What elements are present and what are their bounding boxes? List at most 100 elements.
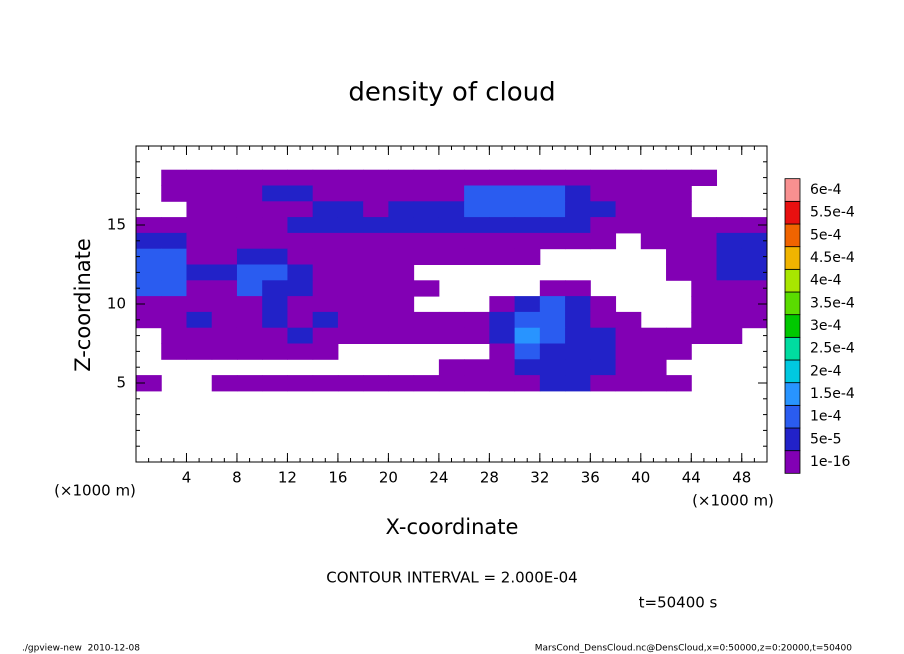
cell bbox=[590, 185, 617, 202]
cell bbox=[565, 359, 591, 376]
cell bbox=[312, 201, 339, 218]
cell bbox=[539, 232, 566, 250]
cell bbox=[464, 359, 490, 376]
x-unit: (×1000 m) bbox=[692, 492, 774, 510]
cell bbox=[236, 185, 263, 202]
cell bbox=[489, 327, 516, 344]
cell bbox=[236, 311, 263, 329]
x-tick-label: 28 bbox=[480, 469, 499, 487]
x-tick-label: 4 bbox=[182, 469, 192, 487]
cell bbox=[691, 311, 718, 329]
cell bbox=[211, 296, 238, 313]
cell bbox=[211, 169, 238, 186]
cell bbox=[363, 264, 389, 281]
colorbar-box bbox=[784, 427, 801, 452]
cell bbox=[388, 280, 415, 297]
cell bbox=[388, 296, 415, 313]
cell bbox=[363, 296, 389, 313]
cell bbox=[363, 232, 389, 250]
cell bbox=[615, 375, 642, 392]
cell bbox=[590, 311, 617, 329]
cell bbox=[539, 359, 566, 376]
cell bbox=[136, 311, 162, 329]
cell bbox=[539, 185, 566, 202]
x-tick-label: 12 bbox=[278, 469, 297, 487]
cell bbox=[666, 264, 692, 281]
cell bbox=[337, 280, 364, 297]
cell bbox=[363, 248, 389, 265]
cell bbox=[287, 296, 314, 313]
cell bbox=[565, 375, 591, 392]
cell bbox=[514, 311, 541, 329]
cell bbox=[716, 280, 743, 297]
cell bbox=[514, 217, 541, 234]
cell bbox=[539, 327, 566, 344]
cell bbox=[388, 248, 415, 265]
cell bbox=[691, 264, 718, 281]
cell bbox=[741, 217, 768, 234]
cell bbox=[539, 169, 566, 186]
cell bbox=[691, 327, 718, 344]
cell bbox=[236, 217, 263, 234]
cell bbox=[363, 169, 389, 186]
cell bbox=[312, 343, 339, 360]
x-unit: (×1000 m) bbox=[54, 482, 136, 500]
cell bbox=[565, 169, 591, 186]
cell bbox=[539, 280, 566, 297]
cell bbox=[716, 327, 743, 344]
cell bbox=[539, 201, 566, 218]
cell bbox=[287, 343, 314, 360]
cell bbox=[136, 232, 162, 250]
cell bbox=[464, 169, 490, 186]
cell bbox=[363, 327, 389, 344]
cell bbox=[413, 311, 440, 329]
cell bbox=[716, 217, 743, 234]
cell bbox=[438, 201, 465, 218]
cell bbox=[514, 185, 541, 202]
cell bbox=[438, 217, 465, 234]
cell bbox=[161, 185, 187, 202]
colorbar-label: 5e-5 bbox=[810, 431, 841, 447]
cell bbox=[565, 185, 591, 202]
cell bbox=[565, 232, 591, 250]
cell bbox=[640, 359, 667, 376]
y-axis-label: Z-coordinate bbox=[71, 238, 95, 372]
cell bbox=[413, 217, 440, 234]
cell bbox=[186, 296, 213, 313]
cell bbox=[489, 201, 516, 218]
cell bbox=[438, 232, 465, 250]
cell bbox=[590, 343, 617, 360]
cell bbox=[413, 185, 440, 202]
cell bbox=[312, 185, 339, 202]
cell bbox=[236, 264, 263, 281]
cell bbox=[337, 327, 364, 344]
cell bbox=[438, 185, 465, 202]
field bbox=[136, 169, 768, 392]
cell bbox=[666, 185, 692, 202]
x-tick-label: 16 bbox=[328, 469, 347, 487]
cell bbox=[337, 311, 364, 329]
cell bbox=[337, 185, 364, 202]
cell bbox=[741, 248, 768, 265]
cell bbox=[337, 375, 364, 392]
cell bbox=[161, 169, 187, 186]
chart-title: density of cloud bbox=[348, 78, 555, 108]
cell bbox=[590, 169, 617, 186]
y-tick-label: 10 bbox=[107, 295, 126, 313]
cell bbox=[388, 169, 415, 186]
cell bbox=[262, 343, 288, 360]
cell bbox=[136, 296, 162, 313]
cell bbox=[413, 375, 440, 392]
cell bbox=[666, 375, 692, 392]
cell bbox=[262, 280, 288, 297]
cell bbox=[136, 280, 162, 297]
cell bbox=[666, 248, 692, 265]
cell bbox=[287, 217, 314, 234]
cell bbox=[640, 217, 667, 234]
cell bbox=[590, 375, 617, 392]
cell bbox=[741, 232, 768, 250]
cell bbox=[337, 264, 364, 281]
cell bbox=[211, 185, 238, 202]
cell bbox=[161, 311, 187, 329]
cell bbox=[413, 201, 440, 218]
